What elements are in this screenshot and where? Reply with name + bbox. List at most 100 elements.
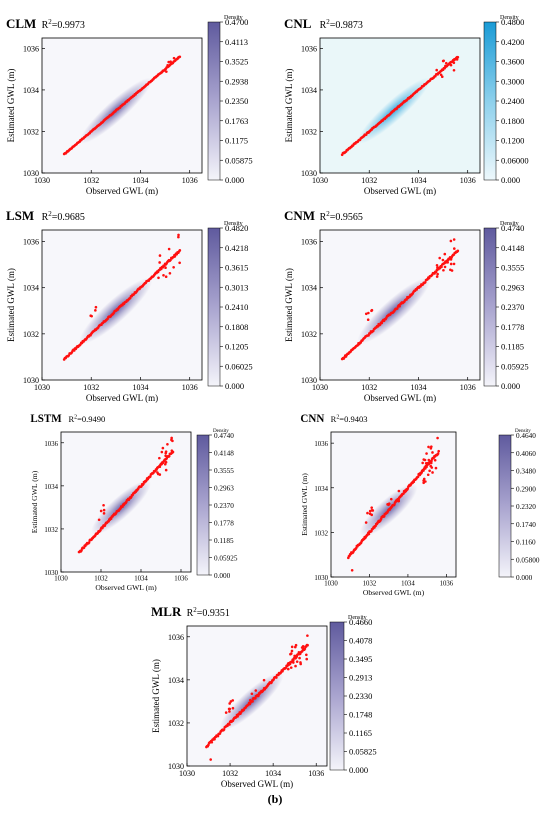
data-point [452,68,456,72]
x-tick-label: 1036 [182,176,198,185]
y-tick-label: 1030 [23,376,39,385]
data-point [449,239,453,243]
colorbar-tick-label: 0.1185 [214,537,234,545]
data-point [435,275,439,278]
y-tick-label: 1036 [301,44,317,53]
y-axis-label: Estimated GWL (m) [284,69,294,143]
x-tick-label: 1030 [54,576,68,583]
data-point [397,499,400,503]
data-point [398,304,401,308]
colorbar-tick-label: 0.2913 [349,673,372,683]
data-point [433,458,437,462]
data-point [429,464,433,468]
data-point [158,261,161,264]
data-point [99,509,103,513]
data-point [178,249,182,252]
data-point [94,309,97,312]
y-tick-label: 1036 [44,441,58,448]
data-point [109,517,113,520]
data-point [425,452,428,455]
x-tick-label: 1034 [401,581,415,588]
panel-title: MLR [151,604,182,619]
data-point [292,661,295,664]
y-tick-label: 1032 [23,127,39,136]
data-point [436,272,439,276]
data-point [306,634,309,637]
data-point [421,461,424,465]
colorbar-tick-label: 0.4820 [225,223,248,233]
data-point [435,68,438,72]
data-point [164,460,168,464]
plot-frame [60,431,192,573]
y-tick-label: 1036 [301,238,317,247]
data-point [290,645,294,649]
data-point [165,70,168,73]
data-point [424,480,427,483]
colorbar-tick-label: 0.1165 [349,728,372,738]
data-point [444,64,447,68]
data-point [295,660,299,663]
data-point [364,521,368,524]
data-point [435,263,439,267]
y-tick-label: 1030 [23,169,39,178]
colorbar-tick-label: 0.3600 [501,57,524,67]
data-point [284,666,288,670]
data-point [231,706,235,710]
colorbar-tick-label: 0.4660 [349,617,372,627]
data-point [164,468,168,472]
panel-clm: 1030 1032 1034 1036 1030 1032 1034 1036 Observed… [6,15,253,196]
colorbar-tick-label: 0.4640 [516,432,536,440]
colorbar-tick-label: 0.4700 [225,17,248,27]
colorbar-tick-label: 0.1778 [501,322,524,332]
data-point [397,489,401,493]
x-tick-label: 1032 [83,176,99,185]
colorbar-tick-label: 0.000 [214,572,231,580]
data-point [420,469,424,473]
x-tick-label: 1036 [308,769,324,778]
colorbar-tick-label: 0.3495 [349,654,372,664]
data-point [299,662,302,666]
r2-label: R2=0.9403 [331,414,368,424]
r2-label: R2=0.9565 [320,210,363,223]
panel-cnl: 1030 1032 1034 1036 1030 1032 1034 1036 Observed… [284,15,529,196]
data-point [455,58,459,61]
data-point [298,656,301,660]
data-point [441,258,445,262]
colorbar-tick-label: 0.4218 [225,243,248,253]
data-point [439,73,443,77]
data-point [172,265,175,269]
y-tick-label: 1032 [23,330,39,339]
colorbar-tick-label: 0.2938 [225,76,248,86]
colorbar-tick-label: 0.4148 [214,450,234,458]
colorbar-tick-label: 0.3555 [501,263,524,273]
data-point [286,667,290,671]
data-point [231,699,235,702]
data-point [427,445,430,449]
data-point [167,60,170,64]
colorbar-tick-label: 0.2370 [501,302,524,312]
colorbar [329,621,345,771]
panel-title: LSM [6,208,34,223]
y-tick-label: 1030 [314,575,328,582]
data-point [254,696,257,700]
plot-frame [319,37,481,174]
colorbar-title: Density [348,615,367,621]
y-axis-label: Estimated GWL (m) [6,268,16,342]
data-point [305,653,308,657]
data-point [177,235,180,239]
y-tick-label: 1034 [301,284,317,293]
y-tick-label: 1030 [301,376,317,385]
data-point [443,252,447,256]
colorbar-tick-label: 0.05875 [225,155,253,165]
data-point [170,438,173,442]
data-point [294,664,297,668]
data-point [306,643,309,647]
colorbar [196,434,210,576]
data-point [289,652,292,656]
data-point [368,509,372,513]
y-tick-label: 1036 [314,441,328,448]
data-point [176,56,180,59]
x-tick-label: 1032 [83,383,99,392]
colorbar-tick-label: 0.2900 [516,485,536,493]
colorbar-tick-label: 0.2963 [214,485,234,493]
